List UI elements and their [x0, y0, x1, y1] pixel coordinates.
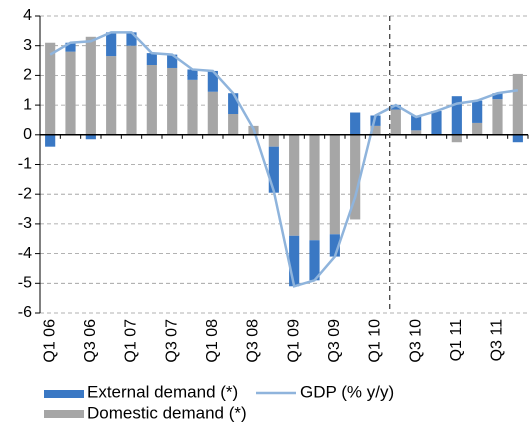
bar — [390, 105, 401, 110]
x-tick-label: Q1 11 — [448, 319, 465, 362]
bar — [45, 42, 56, 135]
bar — [85, 36, 96, 135]
bar — [370, 115, 381, 126]
bar — [106, 56, 117, 135]
y-tick-label: -1 — [18, 156, 32, 173]
x-tick-label: Q3 08 — [245, 319, 262, 363]
legend-label: Domestic demand (*) — [87, 403, 247, 422]
bar — [45, 134, 56, 147]
bar — [350, 134, 361, 220]
x-tick-label: Q3 10 — [407, 319, 424, 363]
bar — [492, 93, 503, 100]
bar — [126, 32, 137, 46]
bar — [207, 70, 218, 92]
y-tick-label: 4 — [23, 7, 32, 24]
bar — [207, 91, 218, 135]
bar — [167, 67, 178, 135]
x-tick-label: Q1 09 — [285, 319, 302, 363]
bar — [411, 115, 422, 131]
bar — [350, 112, 361, 135]
bar — [451, 96, 462, 135]
x-tick-label: Q1 06 — [41, 319, 58, 363]
y-tick-label: -5 — [18, 275, 32, 292]
bar — [146, 53, 157, 66]
bar — [309, 240, 320, 281]
bar — [390, 109, 401, 135]
bar — [472, 122, 483, 135]
bar — [289, 134, 300, 236]
x-tick-label: Q3 06 — [82, 319, 99, 363]
bar — [187, 69, 198, 80]
bar — [146, 65, 157, 135]
bar — [370, 125, 381, 135]
bar — [65, 42, 76, 52]
bar — [512, 134, 523, 143]
bar — [228, 114, 239, 135]
bar — [106, 32, 117, 57]
x-tick-label: Q1 08 — [204, 319, 221, 363]
bar — [329, 134, 340, 235]
bar — [329, 234, 340, 257]
bar — [85, 134, 96, 140]
y-tick-label: 3 — [23, 37, 32, 54]
bar — [309, 134, 320, 241]
y-tick-label: 2 — [23, 67, 32, 84]
y-tick-label: -6 — [18, 304, 32, 321]
bar — [512, 73, 523, 135]
bar — [126, 45, 137, 135]
bar — [451, 134, 462, 143]
x-tick-label: Q3 07 — [163, 319, 180, 363]
bar — [431, 111, 442, 135]
bar — [167, 54, 178, 68]
legend-label: External demand (*) — [87, 382, 238, 401]
gdp-line — [49, 31, 519, 288]
x-tick-label: Q3 09 — [326, 319, 343, 363]
y-tick-label: 1 — [23, 96, 32, 113]
legend-label: GDP (% y/y) — [300, 382, 394, 401]
legend-swatch — [44, 410, 84, 418]
bar — [65, 51, 76, 135]
bar — [472, 100, 483, 123]
bar — [492, 99, 503, 135]
bar — [289, 235, 300, 287]
y-tick-label: -4 — [18, 245, 32, 262]
x-tick-label: Q1 07 — [123, 319, 140, 363]
bar — [268, 146, 279, 193]
x-tick-label: Q1 10 — [367, 319, 384, 363]
y-tick-label: -3 — [18, 215, 32, 232]
legend-swatch — [44, 390, 84, 398]
bar — [411, 130, 422, 135]
bar — [187, 79, 198, 135]
bar — [268, 134, 279, 147]
y-tick-label: -2 — [18, 185, 32, 202]
y-tick-label: 0 — [23, 126, 32, 143]
bar — [228, 93, 239, 115]
x-tick-label: Q3 11 — [489, 319, 506, 362]
